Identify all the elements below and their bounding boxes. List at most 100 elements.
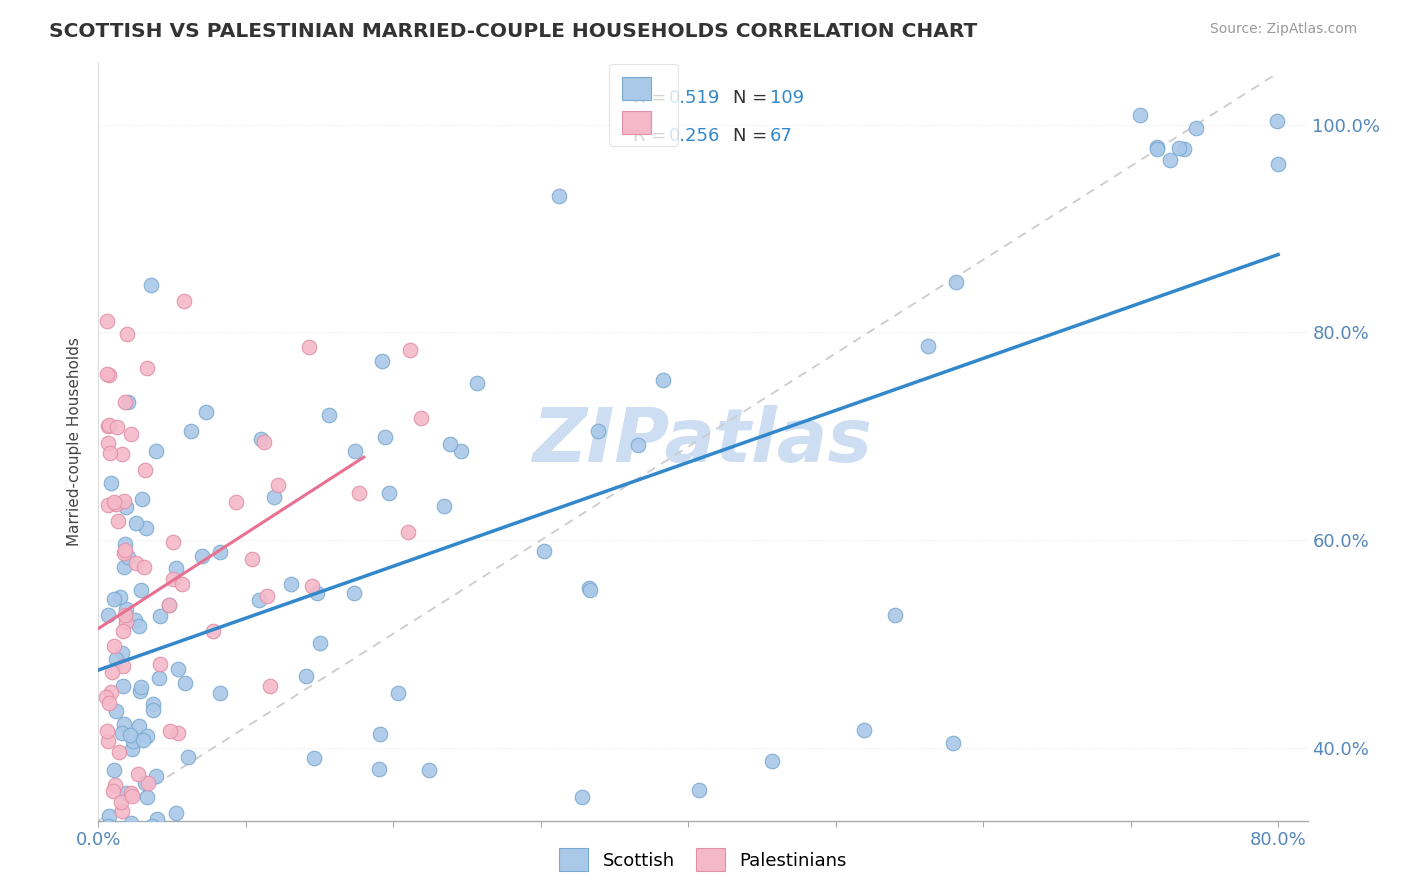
Point: [97, 819, 120, 833]
Point: [170, 576, 193, 591]
Point: [131, 491, 153, 506]
Point: [308, 824, 330, 838]
Point: [96, 824, 118, 838]
Point: [177, 749, 200, 764]
Point: [917, 339, 939, 353]
Point: [120, 816, 142, 830]
Point: [128, 619, 150, 633]
Point: [125, 516, 148, 530]
Point: [374, 430, 396, 444]
Point: [571, 789, 593, 804]
Point: [209, 545, 232, 559]
Point: [342, 585, 364, 599]
Point: [114, 608, 136, 623]
Point: [149, 657, 172, 671]
Point: [1159, 153, 1181, 168]
Point: [187, 824, 209, 838]
Point: [141, 819, 163, 833]
Point: [250, 432, 273, 446]
Point: [240, 552, 263, 566]
Point: [180, 424, 202, 438]
Point: [105, 420, 128, 434]
Point: [371, 354, 394, 368]
Point: [104, 704, 127, 718]
Point: [149, 609, 172, 624]
Point: [1265, 113, 1288, 128]
Point: [253, 435, 276, 450]
Point: [259, 679, 281, 693]
Point: [165, 560, 187, 574]
Point: [162, 572, 184, 586]
Legend: , : ,: [609, 64, 678, 146]
Text: ZIPatlas: ZIPatlas: [533, 405, 873, 478]
Point: [96, 824, 118, 838]
Point: [586, 424, 609, 438]
Text: 0.519: 0.519: [669, 89, 720, 107]
Point: [112, 716, 135, 731]
Point: [114, 395, 136, 409]
Point: [100, 475, 122, 490]
Point: [652, 373, 675, 387]
Point: [114, 500, 136, 515]
Point: [111, 624, 134, 639]
Point: [1173, 142, 1195, 156]
Point: [114, 537, 136, 551]
Point: [98, 368, 121, 383]
Point: [105, 498, 128, 512]
Point: [165, 806, 187, 821]
Point: [96, 367, 118, 381]
Point: [318, 408, 340, 422]
Point: [295, 669, 318, 683]
Point: [103, 495, 125, 509]
Point: [121, 785, 143, 799]
Point: [97, 809, 120, 823]
Point: [1185, 121, 1208, 136]
Point: [378, 485, 401, 500]
Point: [98, 417, 121, 432]
Point: [209, 686, 232, 700]
Point: [1146, 142, 1168, 156]
Point: [115, 824, 138, 838]
Point: [418, 763, 440, 777]
Point: [1267, 156, 1289, 170]
Point: [547, 188, 569, 202]
Text: 109: 109: [769, 89, 804, 107]
Point: [120, 426, 142, 441]
Point: [145, 769, 167, 783]
Point: [411, 410, 433, 425]
Point: [112, 494, 135, 508]
Point: [367, 762, 389, 776]
Point: [173, 294, 195, 309]
Point: [97, 608, 120, 623]
Point: [97, 435, 120, 450]
Point: [134, 776, 156, 790]
Point: [114, 602, 136, 616]
Point: [853, 723, 876, 737]
Text: R =: R =: [633, 89, 666, 107]
Text: R =: R =: [633, 127, 666, 145]
Point: [256, 590, 278, 604]
Point: [125, 556, 148, 570]
Point: [627, 438, 650, 452]
Point: [129, 680, 152, 694]
Point: [129, 583, 152, 598]
Point: [134, 463, 156, 477]
Point: [108, 591, 131, 605]
Point: [105, 652, 128, 666]
Point: [533, 543, 555, 558]
Point: [942, 736, 965, 750]
Point: [579, 582, 602, 597]
Point: [101, 665, 124, 679]
Point: [127, 766, 149, 780]
Point: [111, 659, 134, 673]
Point: [97, 499, 120, 513]
Point: [135, 729, 157, 743]
Point: [117, 824, 139, 838]
Point: [135, 361, 157, 376]
Point: [307, 585, 329, 599]
Point: [128, 718, 150, 732]
Text: N =: N =: [734, 89, 768, 107]
Point: [115, 786, 138, 800]
Point: [129, 684, 152, 698]
Point: [110, 795, 132, 809]
